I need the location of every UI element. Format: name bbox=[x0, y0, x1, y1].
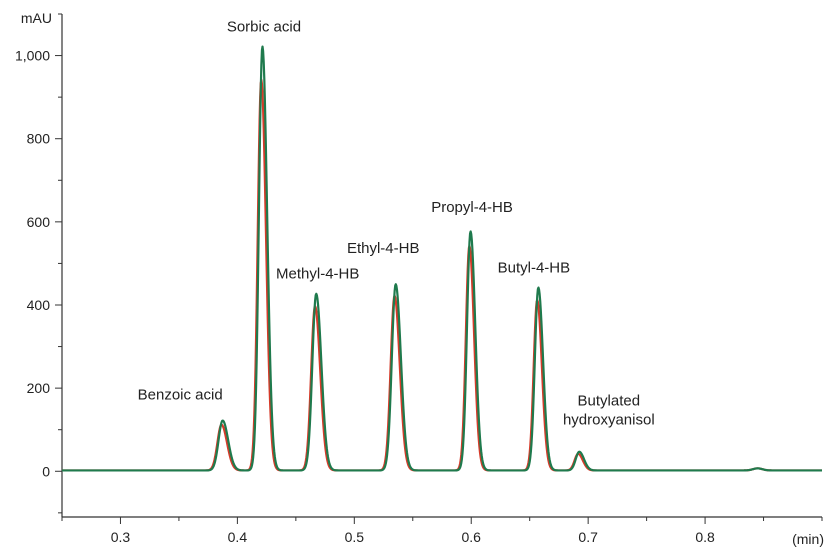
y-tick-label: 400 bbox=[27, 297, 51, 313]
x-tick-label: 0.3 bbox=[111, 529, 131, 545]
peak-label-0: Benzoic acid bbox=[138, 386, 223, 403]
peak-label-line: Butylated bbox=[578, 393, 641, 410]
y-tick-label: 600 bbox=[27, 214, 51, 230]
peak-label-line: Ethyl-4-HB bbox=[347, 240, 420, 257]
axes: 0 200 400 600 800 1,000 0.3 0.4 0.5 0.6 0.7 0.8 mAU (… bbox=[15, 10, 824, 547]
x-tick-label: 0.7 bbox=[578, 529, 598, 545]
peak-label-line: Sorbic acid bbox=[227, 18, 301, 35]
trace-red bbox=[61, 78, 823, 472]
peak-label-line: Propyl-4-HB bbox=[431, 199, 513, 216]
x-tick-label: 0.6 bbox=[461, 529, 481, 545]
y-tick-label: 1,000 bbox=[15, 48, 50, 64]
peak-label-line: Benzoic acid bbox=[138, 386, 223, 403]
peak-label-2: Methyl-4-HB bbox=[276, 266, 359, 283]
x-axis-unit-label: (min) bbox=[792, 531, 824, 547]
x-tick-label: 0.4 bbox=[228, 529, 248, 545]
peak-label-line: Butyl-4-HB bbox=[498, 259, 571, 276]
x-tick-label: 0.5 bbox=[345, 529, 365, 545]
peak-label-line: Methyl-4-HB bbox=[276, 266, 359, 283]
peak-label-4: Propyl-4-HB bbox=[431, 199, 513, 216]
x-tick-label: 0.8 bbox=[695, 529, 715, 545]
y-tick-label: 800 bbox=[27, 131, 51, 147]
peak-label-6: Butylated hydroxyanisol bbox=[563, 393, 655, 429]
peak-label-1: Sorbic acid bbox=[227, 18, 301, 35]
y-tick-label: 0 bbox=[42, 463, 50, 479]
peak-labels: Benzoic acid Sorbic acid Methyl-4-HB Ethyl-… bbox=[138, 18, 655, 428]
chromatogram-traces bbox=[61, 45, 823, 472]
trace-green bbox=[61, 45, 823, 472]
peak-label-line: hydroxyanisol bbox=[563, 412, 655, 429]
y-tick-label: 200 bbox=[27, 380, 51, 396]
peak-label-3: Ethyl-4-HB bbox=[347, 240, 420, 257]
y-axis-unit-label: mAU bbox=[21, 10, 52, 26]
peak-label-5: Butyl-4-HB bbox=[498, 259, 571, 276]
